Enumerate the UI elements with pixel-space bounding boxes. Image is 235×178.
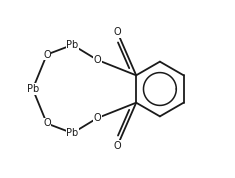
Text: O: O (93, 55, 101, 65)
Text: O: O (114, 140, 121, 151)
Text: Pb: Pb (66, 128, 78, 138)
Text: O: O (93, 113, 101, 123)
Text: Pb: Pb (66, 40, 78, 50)
Text: Pb: Pb (27, 84, 39, 94)
Text: O: O (43, 118, 51, 129)
Text: O: O (43, 49, 51, 60)
Text: O: O (114, 27, 121, 38)
